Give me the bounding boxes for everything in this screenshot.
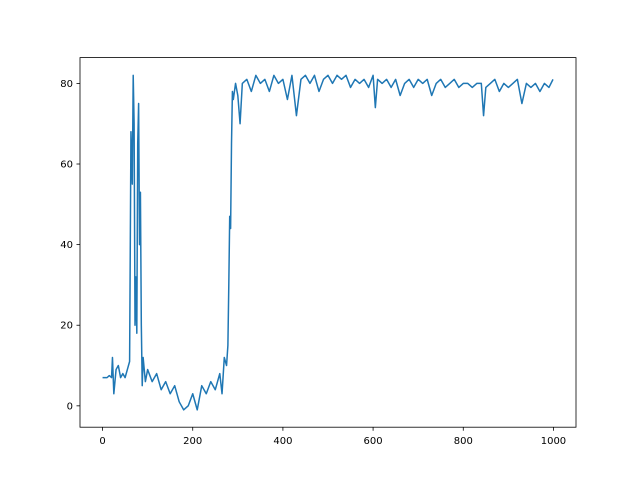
y-tick-label: 0 — [67, 401, 73, 412]
x-tick-label: 0 — [99, 436, 105, 447]
y-tick-label: 80 — [60, 79, 73, 90]
data-line — [102, 74, 554, 411]
axes-frame — [79, 57, 577, 428]
y-tick-label: 40 — [60, 240, 73, 251]
x-tick-label: 800 — [454, 436, 473, 447]
y-tick-label: 20 — [60, 321, 73, 332]
x-tick-label: 400 — [273, 436, 292, 447]
x-tick-label: 200 — [183, 436, 202, 447]
x-tick-label: 600 — [364, 436, 383, 447]
y-tick-label: 60 — [60, 160, 73, 171]
x-tick-label: 1000 — [541, 436, 566, 447]
